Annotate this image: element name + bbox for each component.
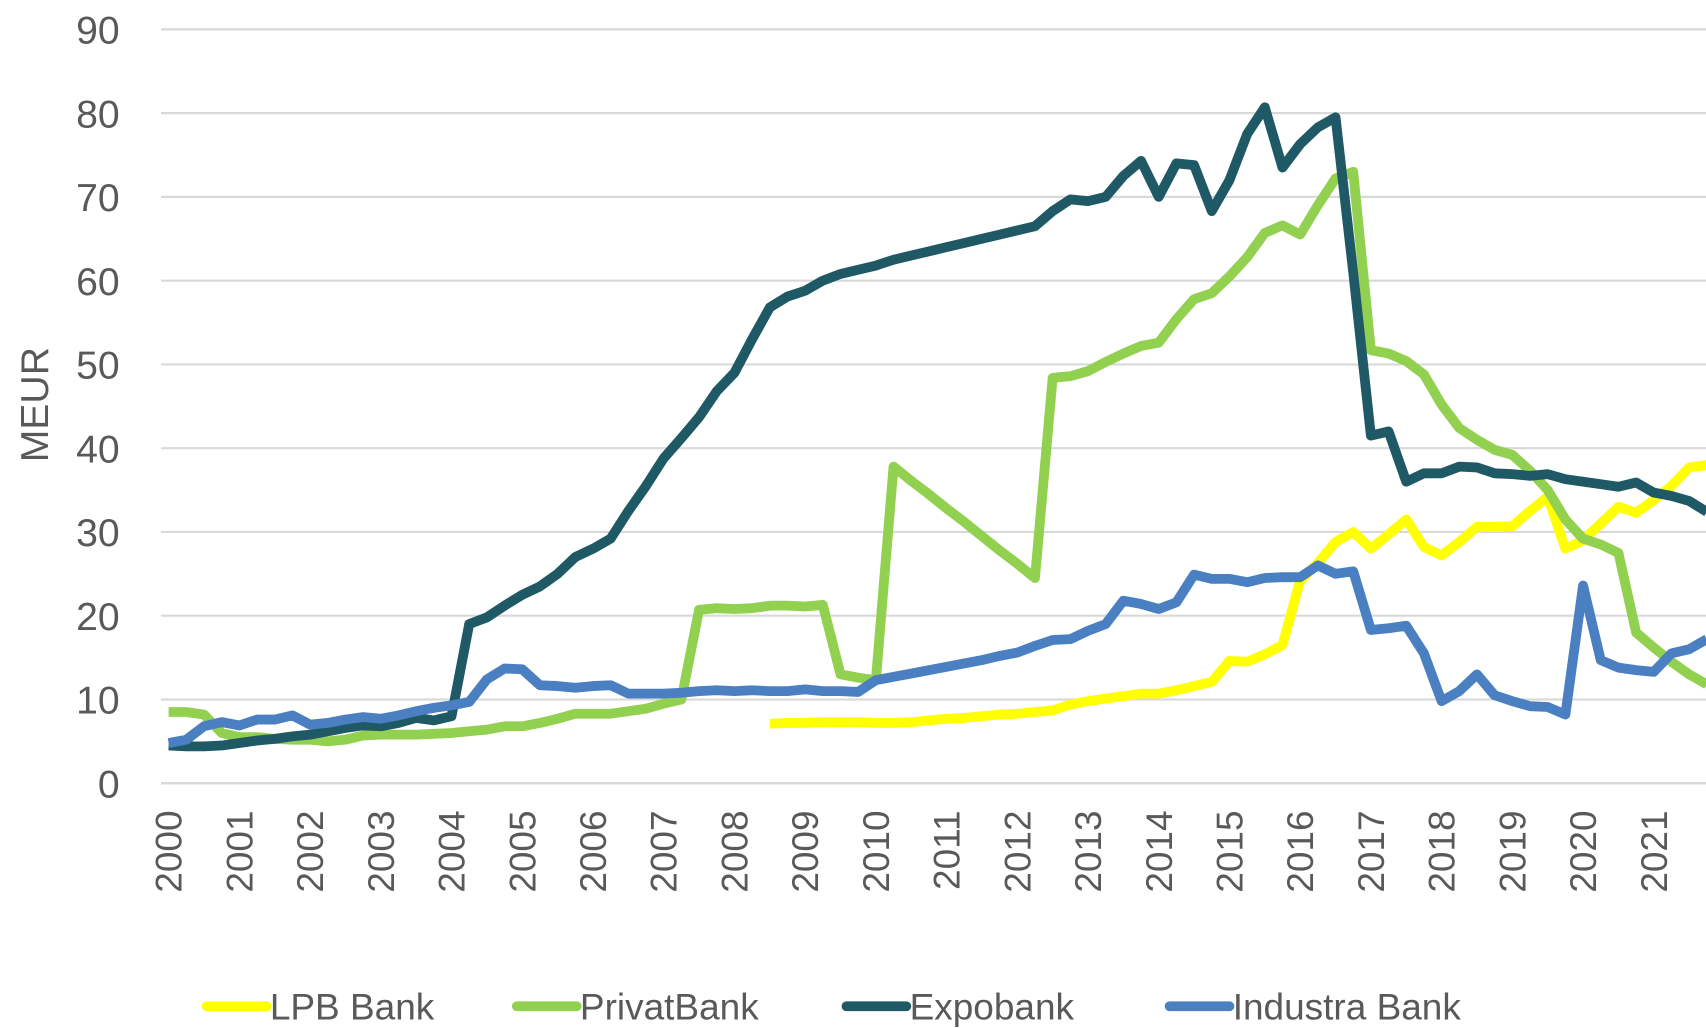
y-tick-label: 80 [76,93,120,136]
x-tick-label: 2016 [1280,810,1321,892]
x-tick-label: 2011 [927,810,968,889]
series-line [167,560,1706,748]
x-tick-label: 2013 [1068,810,1109,892]
y-tick-label: 60 [76,261,120,304]
x-tick-label: 2001 [219,810,260,892]
x-tick-label: 2020 [1563,810,1604,892]
x-tick-label: 2014 [1139,810,1180,892]
x-tick-label: 2017 [1351,810,1392,892]
y-tick-label: 50 [76,345,120,388]
x-tick-label: 2007 [644,810,685,892]
series-line [168,102,1706,752]
x-tick-label: 2002 [290,810,331,892]
x-tick-label: 2004 [432,810,473,892]
x-tick-label: 2019 [1492,810,1533,892]
y-tick-label: 30 [76,512,120,555]
y-tick-label: 20 [76,596,120,639]
x-tick-label: 2021 [1634,810,1675,892]
legend-label: PrivatBank [580,986,759,1027]
series-line [769,460,1706,729]
legend-label: Expobank [910,986,1075,1027]
legend-label: Industra Bank [1233,986,1462,1027]
x-tick-label: 2010 [856,810,897,892]
x-tick-label: 2018 [1422,810,1463,892]
legend-label: LPB Bank [270,986,435,1027]
series-line [168,166,1706,747]
x-tick-label: 2015 [1210,810,1251,892]
y-axis-label: MEUR [14,347,57,462]
x-tick-label: 2003 [361,810,402,892]
y-tick-label: 0 [98,763,120,806]
x-tick-label: 2008 [714,810,755,892]
y-tick-label: 10 [76,680,120,723]
x-tick-label: 2012 [997,810,1038,892]
x-tick-label: 2005 [502,810,543,892]
y-tick-label: 90 [76,10,120,53]
x-tick-label: 2006 [573,810,614,892]
plot-area [167,102,1706,752]
y-tick-label: 40 [76,428,120,471]
y-tick-label: 70 [76,177,120,220]
x-tick-label: 2009 [785,810,826,892]
x-tick-label: 2000 [149,810,190,892]
